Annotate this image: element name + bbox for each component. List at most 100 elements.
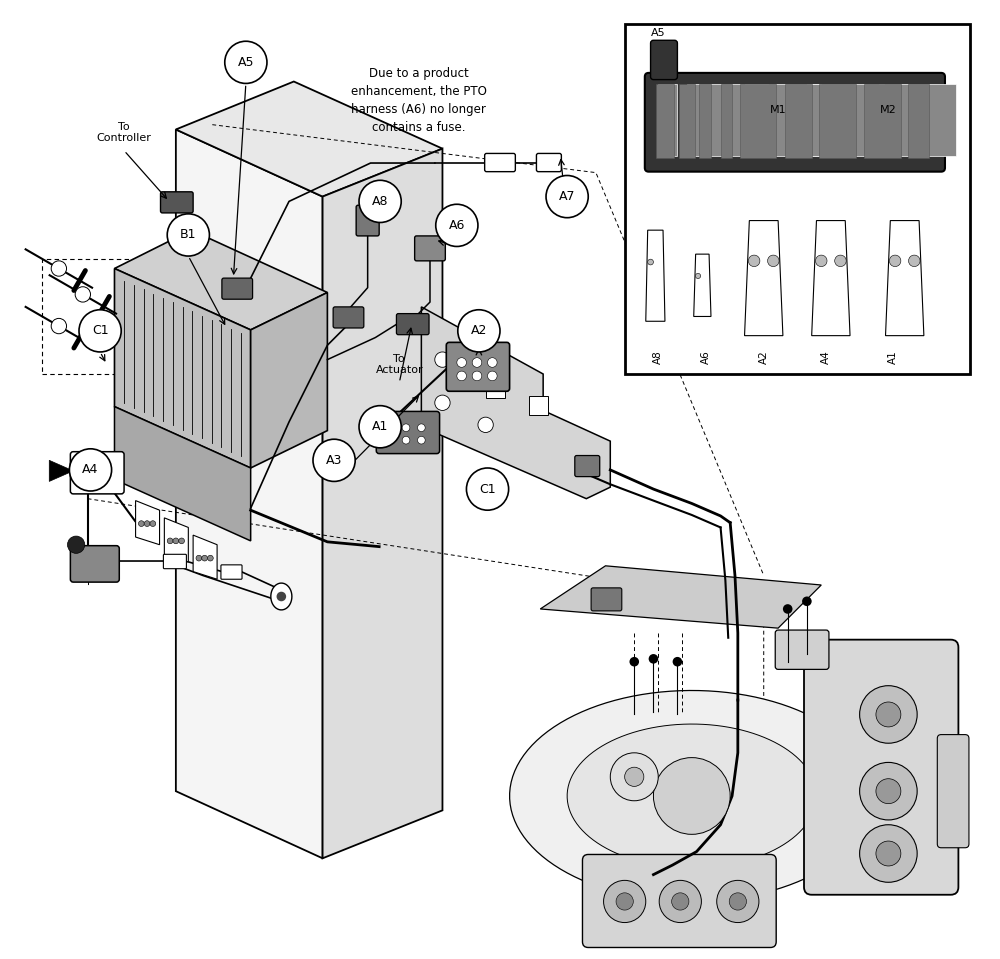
Circle shape [729, 893, 746, 910]
FancyBboxPatch shape [70, 452, 124, 494]
Polygon shape [193, 535, 217, 579]
Circle shape [629, 657, 639, 667]
Circle shape [616, 893, 633, 910]
Polygon shape [421, 307, 610, 499]
Text: A6: A6 [701, 350, 711, 363]
Polygon shape [567, 724, 816, 868]
Circle shape [860, 762, 917, 820]
Text: Due to a product
enhancement, the PTO
harness (A6) no longer
contains a fuse.: Due to a product enhancement, the PTO ha… [351, 67, 486, 134]
Polygon shape [114, 269, 251, 468]
Bar [687, 84, 768, 156]
Circle shape [418, 424, 425, 432]
Circle shape [51, 261, 67, 276]
Circle shape [150, 521, 156, 526]
Circle shape [546, 175, 588, 218]
Circle shape [659, 880, 701, 923]
Text: A4: A4 [82, 463, 99, 477]
Circle shape [436, 204, 478, 246]
Circle shape [653, 758, 730, 834]
FancyBboxPatch shape [356, 205, 379, 236]
FancyBboxPatch shape [804, 640, 958, 895]
Circle shape [648, 259, 653, 265]
Bar [699, 84, 711, 158]
Circle shape [488, 358, 497, 367]
Polygon shape [114, 230, 327, 330]
Circle shape [909, 255, 920, 267]
Polygon shape [745, 221, 783, 336]
Bar [807, 84, 884, 156]
Circle shape [876, 702, 901, 727]
Circle shape [75, 287, 91, 302]
Circle shape [167, 214, 209, 256]
FancyBboxPatch shape [70, 546, 119, 582]
Circle shape [860, 686, 917, 743]
Circle shape [435, 352, 450, 367]
Circle shape [802, 596, 812, 606]
Circle shape [138, 521, 144, 526]
Circle shape [69, 449, 112, 491]
Circle shape [876, 841, 901, 866]
Text: A2: A2 [759, 350, 769, 363]
Circle shape [387, 424, 395, 432]
Circle shape [768, 255, 779, 267]
FancyBboxPatch shape [221, 565, 242, 579]
FancyBboxPatch shape [591, 588, 622, 611]
Text: C1: C1 [479, 482, 496, 496]
Text: A8: A8 [653, 350, 663, 363]
Polygon shape [694, 254, 711, 316]
Bar [785, 84, 812, 158]
Circle shape [435, 395, 450, 410]
Circle shape [889, 255, 901, 267]
Polygon shape [510, 690, 874, 901]
Circle shape [488, 371, 497, 381]
FancyBboxPatch shape [937, 735, 969, 848]
FancyBboxPatch shape [485, 153, 515, 172]
Bar [908, 84, 929, 158]
Polygon shape [886, 221, 924, 336]
Circle shape [359, 180, 401, 222]
Polygon shape [486, 379, 505, 398]
Circle shape [876, 779, 901, 804]
Circle shape [649, 654, 658, 664]
FancyBboxPatch shape [396, 314, 429, 335]
Circle shape [610, 753, 658, 801]
Circle shape [695, 273, 701, 278]
Circle shape [313, 439, 355, 481]
Bar [740, 84, 776, 158]
Text: A5: A5 [651, 29, 666, 38]
Text: B1: B1 [180, 228, 197, 242]
FancyBboxPatch shape [582, 854, 776, 947]
Text: A5: A5 [238, 56, 254, 69]
Bar [819, 84, 856, 158]
FancyBboxPatch shape [645, 73, 945, 172]
Circle shape [359, 406, 401, 448]
Bar [658, 84, 677, 156]
Circle shape [208, 555, 213, 561]
Polygon shape [49, 460, 73, 481]
Text: M2: M2 [880, 105, 897, 115]
Circle shape [51, 318, 67, 334]
Circle shape [402, 424, 410, 432]
Circle shape [418, 436, 425, 444]
FancyBboxPatch shape [222, 278, 253, 299]
Circle shape [860, 825, 917, 882]
Text: A7: A7 [559, 190, 575, 203]
Polygon shape [136, 501, 160, 545]
Circle shape [458, 310, 500, 352]
Circle shape [67, 536, 85, 553]
Text: C1: C1 [92, 324, 108, 338]
Circle shape [466, 468, 509, 510]
Circle shape [457, 371, 466, 381]
Text: A1: A1 [372, 420, 388, 433]
FancyBboxPatch shape [651, 40, 677, 80]
Polygon shape [176, 82, 442, 197]
Circle shape [604, 880, 646, 923]
Polygon shape [271, 583, 292, 610]
Text: A2: A2 [471, 324, 487, 338]
Circle shape [472, 371, 482, 381]
Circle shape [816, 255, 827, 267]
Bar [656, 84, 674, 158]
FancyBboxPatch shape [163, 554, 186, 569]
Bar [879, 84, 956, 156]
Bar [864, 84, 901, 158]
